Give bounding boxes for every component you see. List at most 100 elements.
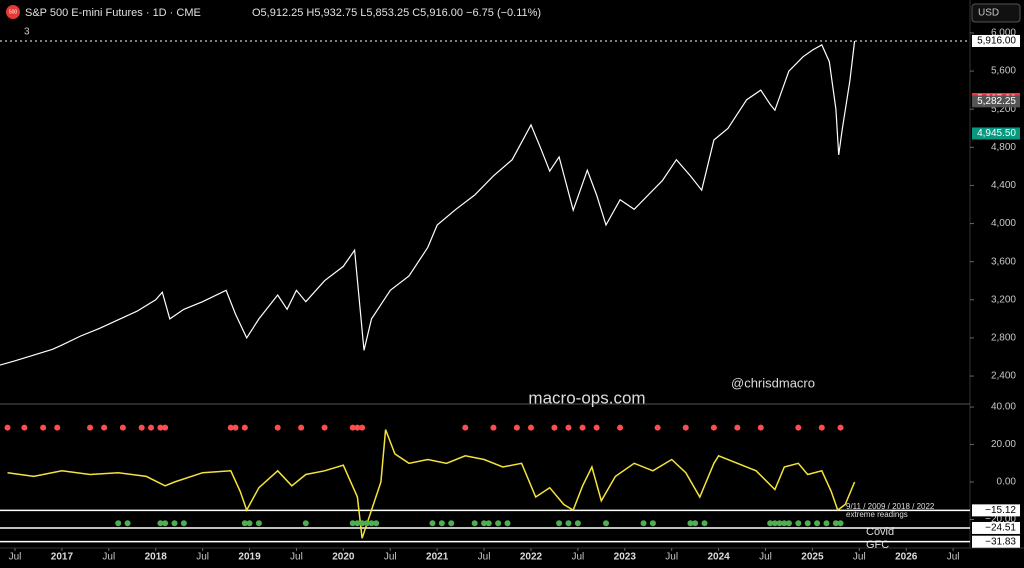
symbol-icon — [6, 5, 20, 19]
x-tick-label: Jul — [9, 552, 22, 563]
x-tick-label: Jul — [665, 552, 678, 563]
x-tick-label: 2024 — [707, 552, 730, 563]
signal-dot — [757, 424, 764, 431]
signal-dot — [471, 520, 478, 527]
signal-dot — [710, 424, 717, 431]
symbol-title[interactable]: S&P 500 E-mini Futures · 1D · CME — [25, 7, 201, 19]
series-line — [0, 40, 856, 366]
signal-dot — [54, 424, 61, 431]
signal-dot — [556, 520, 563, 527]
signal-dot — [804, 520, 811, 527]
signal-dot — [274, 424, 281, 431]
y-tick-label: 20.00 — [991, 439, 1016, 450]
last-price-label: 5,916.00 — [977, 36, 1016, 47]
signal-dot — [448, 520, 455, 527]
currency-button[interactable] — [971, 3, 1021, 23]
signal-dot — [617, 424, 624, 431]
signal-dot — [767, 520, 774, 527]
signal-dot — [490, 424, 497, 431]
signal-dot — [527, 424, 534, 431]
signal-dot — [87, 424, 94, 431]
price-label-box — [972, 95, 1020, 108]
x-tick-label: Jul — [384, 552, 397, 563]
signal-dot — [785, 520, 792, 527]
reference-label-box — [972, 504, 1020, 517]
reference-label: −31.83 — [985, 536, 1016, 547]
watermark-author: @chrisdmacro — [731, 375, 815, 390]
x-tick-label: 2018 — [145, 552, 168, 563]
signal-dot — [795, 424, 802, 431]
y-tick-label: 4,800 — [991, 142, 1016, 153]
x-tick-label: Jul — [196, 552, 209, 563]
x-tick-label: Jul — [853, 552, 866, 563]
y-tick-label: 0.00 — [997, 477, 1017, 488]
indicator-count[interactable]: 3 — [24, 27, 30, 38]
reference-label-box — [972, 521, 1020, 534]
series-line — [7, 429, 856, 539]
signal-dot — [227, 424, 234, 431]
signal-dot — [373, 520, 380, 527]
x-tick-label: 2017 — [51, 552, 74, 563]
annotation: 9/11 / 2009 / 2018 / 2022 — [846, 502, 935, 511]
x-tick-label: 2026 — [895, 552, 918, 563]
ohlc: O5,912.25 H5,932.75 L5,853.25 C5,916.00 … — [252, 7, 541, 19]
price-label: 4,945.50 — [977, 128, 1016, 139]
y-tick-label: 5,200 — [991, 104, 1016, 115]
price-label: 5,282.25 — [977, 96, 1016, 107]
signal-dot — [481, 520, 488, 527]
signal-dot — [4, 424, 11, 431]
y-tick-label: 4,400 — [991, 180, 1016, 191]
signal-dot — [462, 424, 469, 431]
annotation: GFC — [866, 539, 889, 551]
x-tick-label: Jul — [947, 552, 960, 563]
signal-dot — [162, 520, 169, 527]
signal-dot — [115, 520, 122, 527]
x-tick-label: Jul — [478, 552, 491, 563]
signal-dot — [814, 520, 821, 527]
signal-dot — [551, 424, 558, 431]
signal-dot — [823, 520, 830, 527]
signal-dot — [771, 520, 778, 527]
signal-dot — [157, 520, 164, 527]
signal-dot — [682, 424, 689, 431]
y-tick-label: 6,000 — [991, 28, 1016, 39]
y-tick-label: 40.00 — [991, 402, 1016, 413]
signal-dot — [241, 520, 248, 527]
signal-dot — [363, 520, 370, 527]
signal-dot — [579, 424, 586, 431]
signal-dot — [692, 520, 699, 527]
signal-dot — [138, 424, 145, 431]
signal-dot — [438, 520, 445, 527]
reference-label-box — [972, 535, 1020, 548]
signal-dot — [734, 424, 741, 431]
signal-dot — [101, 424, 108, 431]
signal-dot — [776, 520, 783, 527]
signal-dot — [368, 520, 375, 527]
y-tick-label: 3,200 — [991, 294, 1016, 305]
signal-dot — [654, 424, 661, 431]
signal-dot — [241, 424, 248, 431]
signal-dot — [603, 520, 610, 527]
currency[interactable]: USD — [978, 8, 999, 19]
signal-dot — [321, 424, 328, 431]
signal-dot — [171, 520, 178, 527]
signal-dot — [565, 424, 572, 431]
reference-label: −15.12 — [985, 505, 1016, 516]
signal-dot — [795, 520, 802, 527]
y-tick-label: 3,600 — [991, 256, 1016, 267]
x-tick-label: 2025 — [801, 552, 824, 563]
x-tick-label: 2019 — [238, 552, 261, 563]
signal-dot — [40, 424, 47, 431]
x-tick-label: Jul — [571, 552, 584, 563]
signal-dot — [21, 424, 28, 431]
signal-dot — [687, 520, 694, 527]
signal-dot — [832, 520, 839, 527]
y-tick-label: 5,600 — [991, 66, 1016, 77]
x-tick-label: Jul — [102, 552, 115, 563]
signal-dot — [513, 424, 520, 431]
signal-dot — [495, 520, 502, 527]
signal-dot — [162, 424, 169, 431]
signal-dot — [593, 424, 600, 431]
